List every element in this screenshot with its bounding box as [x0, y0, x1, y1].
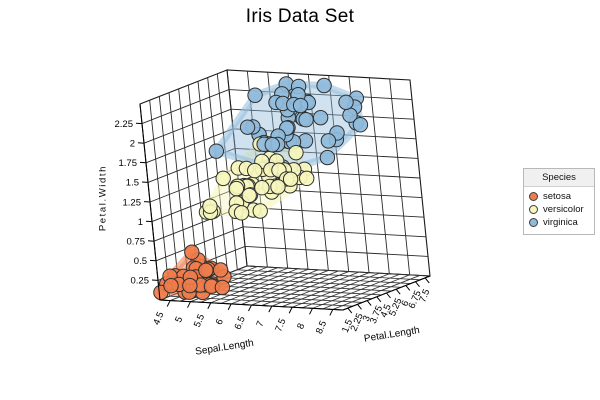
z-tick-label: 4.5 — [379, 303, 394, 319]
legend-items: setosa versicolor virginica — [524, 187, 594, 234]
x-axis-title: Sepal.Length — [194, 338, 254, 358]
x-tick-label: 8.5 — [314, 319, 329, 335]
data-points — [153, 76, 369, 301]
y-tick-label: 1.75 — [119, 158, 138, 169]
legend-swatch-icon — [529, 218, 538, 227]
z-tick-label: 6 — [399, 299, 411, 308]
y-tick-label: 0.75 — [127, 237, 146, 248]
x-tick-label: 8 — [295, 322, 307, 331]
x-tick-label: 7 — [254, 320, 266, 329]
legend-item-versicolor[interactable]: versicolor — [524, 203, 594, 216]
y-tick-label: 1.25 — [123, 197, 142, 208]
page-title: Iris Data Set — [245, 6, 355, 27]
z-tick-label: 1.5 — [340, 318, 355, 334]
y-tick-label: 2.25 — [115, 119, 134, 130]
z-axis-title: Petal.Length — [363, 325, 420, 345]
legend-title: Species — [524, 169, 594, 187]
legend-item-setosa[interactable]: setosa — [524, 190, 594, 203]
x-axis: 4.5 5 5.5 6 6.5 7 7.5 8 8.5 Sepal.Length — [151, 299, 344, 358]
y-tick-label: 1.5 — [126, 178, 139, 189]
x-tick-label: 6 — [214, 317, 226, 326]
z-tick-label: 3 — [361, 314, 373, 323]
x-tick-label: 4.5 — [151, 310, 166, 326]
legend: Species setosa versicolor virginica — [523, 168, 595, 235]
plot-walls — [139, 69, 431, 301]
legend-item-virginica[interactable]: virginica — [524, 216, 594, 229]
y-tick-label: 0.5 — [134, 256, 147, 267]
x-tick-label: 6.5 — [233, 315, 248, 331]
y-axis: 0.25 0.5 0.75 1 1.25 1.5 1.75 2 2.25 Petal.Width — [98, 103, 161, 301]
y-tick-label: 1 — [138, 217, 143, 228]
legend-item-label: setosa — [543, 191, 571, 202]
y-tick-label: 2 — [130, 139, 135, 150]
y-tick-label: 0.25 — [131, 276, 150, 287]
x-tick-label: 5.5 — [192, 313, 207, 329]
legend-swatch-icon — [529, 192, 538, 201]
legend-item-label: versicolor — [543, 204, 584, 215]
x-tick-label: 5 — [173, 315, 185, 324]
x-tick-label: 7.5 — [273, 317, 288, 333]
legend-swatch-icon — [529, 205, 538, 214]
z-tick-label: 7.5 — [417, 288, 432, 304]
legend-item-label: virginica — [543, 217, 578, 228]
y-axis-title: Petal.Width — [98, 165, 109, 231]
